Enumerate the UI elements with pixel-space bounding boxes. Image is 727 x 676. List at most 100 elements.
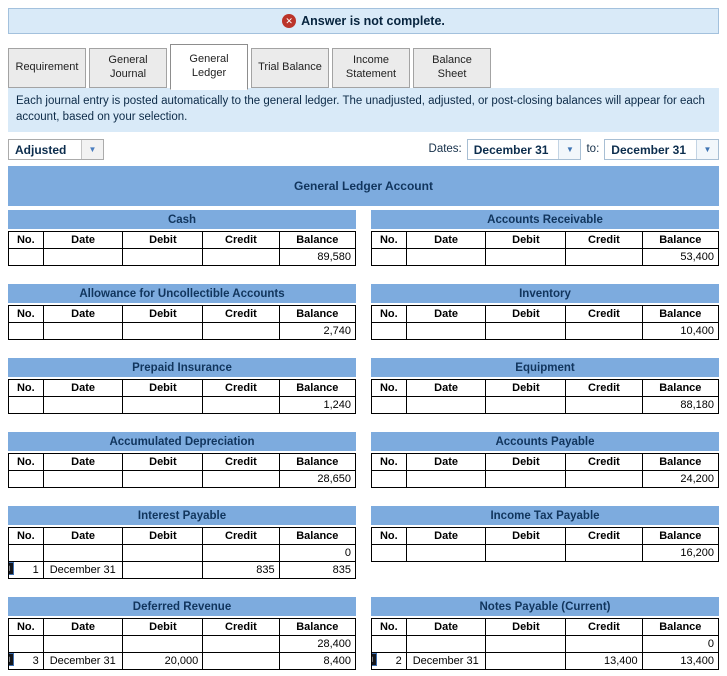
view-select[interactable]: Adjusted ▼ [8, 138, 104, 160]
dates-controls: Dates: December 31 ▼ to: December 31 ▼ [428, 138, 719, 160]
tab-label: Income Statement [345, 54, 397, 80]
cell-balance: 24,200 [641, 470, 720, 489]
cell-debit [122, 544, 204, 563]
cell-value: 2 [395, 655, 402, 668]
cell-no: ↰1 [8, 561, 44, 580]
cell-credit [565, 635, 643, 654]
ledger-row: 0 [371, 635, 720, 654]
column-header: Date [42, 379, 124, 398]
cell-value: 89,580 [317, 251, 351, 264]
cell-value: 28,400 [317, 638, 351, 651]
column-header: Balance [641, 305, 720, 324]
column-header: Date [42, 305, 124, 324]
cell-value: 24,200 [680, 473, 714, 486]
cell-value: 835 [256, 564, 275, 577]
column-header: Date [42, 453, 124, 472]
cell-value: December 31 [49, 564, 116, 577]
account-table: Cash No. Date Debit Credit Balance 89,580 [8, 210, 357, 267]
chevron-down-icon[interactable]: ▼ [696, 139, 718, 159]
column-header: No. [371, 379, 407, 398]
ledger-row: 24,200 [371, 470, 720, 489]
posted-entry-icon[interactable]: ↰ [372, 653, 377, 667]
cell-value: 3 [32, 655, 39, 668]
account-table: Interest Payable No. Date Debit Credit Balan… [8, 506, 357, 580]
cell-date [405, 322, 487, 341]
account-title: Interest Payable [8, 506, 356, 526]
account-title: Deferred Revenue [8, 597, 356, 617]
instructions-text: Each journal entry is posted automatical… [8, 88, 719, 133]
cell-date [42, 322, 124, 341]
cell-date [405, 470, 487, 489]
tab-income-statement[interactable]: Income Statement [332, 48, 410, 88]
date-from-select[interactable]: December 31 ▼ [466, 138, 582, 160]
column-header: Credit [565, 453, 643, 472]
account-table: Allowance for Uncollectible Accounts No.… [8, 284, 357, 341]
banner-text: Answer is not complete. [301, 14, 445, 28]
column-header-row: No. Date Debit Credit Balance [8, 618, 357, 637]
ledger-row: 10,400 [371, 322, 720, 341]
cell-no [371, 635, 407, 654]
cell-balance: 0 [641, 635, 720, 654]
ledger-row: 1,240 [8, 396, 357, 415]
cell-date [42, 396, 124, 415]
account-title: Inventory [371, 284, 719, 304]
column-header: Balance [641, 231, 720, 250]
cell-value: 53,400 [680, 251, 714, 264]
cell-balance: 28,650 [278, 470, 357, 489]
cell-value: 8,400 [323, 655, 351, 668]
column-header: No. [8, 231, 44, 250]
column-header: Credit [565, 231, 643, 250]
column-header: No. [8, 453, 44, 472]
tab-trial-balance[interactable]: Trial Balance [251, 48, 329, 88]
tab-general-journal[interactable]: General Journal [89, 48, 167, 88]
cell-debit [485, 248, 567, 267]
tab-general-ledger[interactable]: General Ledger [170, 44, 248, 90]
cell-date [405, 248, 487, 267]
tab-label: Trial Balance [258, 61, 322, 74]
cell-value: December 31 [412, 655, 479, 668]
cell-date [42, 544, 124, 563]
account-title: Notes Payable (Current) [371, 597, 719, 617]
cell-debit [122, 396, 204, 415]
cell-credit [202, 470, 280, 489]
column-header: Balance [278, 231, 357, 250]
column-header: Debit [485, 618, 567, 637]
column-header: Credit [565, 305, 643, 324]
column-header: Debit [122, 379, 204, 398]
account-table: Notes Payable (Current) No. Date Debit Cred… [371, 597, 720, 671]
date-to-select[interactable]: December 31 ▼ [604, 138, 719, 160]
cell-date: December 31 [405, 652, 487, 671]
cell-date [405, 544, 487, 563]
column-header: Debit [122, 231, 204, 250]
chevron-down-icon[interactable]: ▼ [558, 139, 581, 159]
posted-entry-icon[interactable]: ↰ [9, 562, 14, 576]
tab-requirement[interactable]: Requirement [8, 48, 86, 88]
cell-balance: 89,580 [278, 248, 357, 267]
cell-credit: 13,400 [565, 652, 643, 671]
cell-value: 1,240 [323, 399, 351, 412]
ledger-row: 28,400 [8, 635, 357, 654]
column-header: Date [405, 379, 487, 398]
column-header: Debit [485, 379, 567, 398]
cell-debit [122, 470, 204, 489]
cell-value: 1 [32, 564, 39, 577]
column-header-row: No. Date Debit Credit Balance [371, 527, 720, 546]
cell-value: 28,650 [317, 473, 351, 486]
dates-label: Dates: [428, 143, 462, 156]
account-title: Income Tax Payable [371, 506, 719, 526]
cell-credit [565, 322, 643, 341]
cell-debit [122, 561, 204, 580]
account-table: Accounts Receivable No. Date Debit Credit Ba… [371, 210, 720, 267]
tab-balance-sheet[interactable]: Balance Sheet [413, 48, 491, 88]
column-header: Debit [485, 231, 567, 250]
cell-no: ↰3 [8, 652, 44, 671]
posted-entry-icon[interactable]: ↰ [9, 653, 14, 667]
cell-balance: 13,400 [641, 652, 720, 671]
cell-no [8, 635, 44, 654]
column-header: Date [42, 527, 124, 546]
cell-balance: 16,200 [641, 544, 720, 563]
chevron-down-icon[interactable]: ▼ [81, 139, 103, 159]
cell-no [371, 544, 407, 563]
